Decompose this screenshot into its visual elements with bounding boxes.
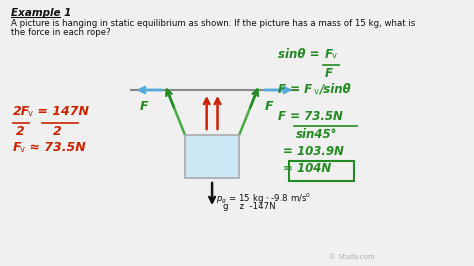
Text: F: F: [325, 48, 333, 61]
Text: /sinθ: /sinθ: [319, 83, 351, 96]
Text: F = 73.5N: F = 73.5N: [278, 110, 343, 123]
Text: F = F: F = F: [278, 83, 312, 96]
Text: ≈ 104N: ≈ 104N: [283, 162, 332, 175]
Text: F: F: [140, 100, 148, 113]
Text: v: v: [203, 141, 207, 147]
Text: F: F: [264, 100, 273, 113]
Text: F: F: [210, 135, 217, 145]
Text: v: v: [20, 145, 25, 154]
Text: g    z  -147N: g z -147N: [223, 202, 275, 211]
Text: Example 1: Example 1: [11, 8, 71, 18]
Text: sin45°: sin45°: [296, 128, 337, 141]
Text: 2: 2: [53, 125, 62, 138]
Text: = 103.9N: = 103.9N: [283, 145, 344, 158]
Text: F: F: [13, 141, 21, 154]
Text: © Study.com: © Study.com: [329, 253, 375, 260]
Text: $p_g$ = 15 kg $\cdot$ -9.8 m/s$^{0}$: $p_g$ = 15 kg $\cdot$ -9.8 m/s$^{0}$: [216, 192, 311, 206]
Text: A picture is hanging in static equilibrium as shown. If the picture has a mass o: A picture is hanging in static equilibri…: [11, 19, 415, 28]
Text: F: F: [325, 67, 333, 80]
Text: v: v: [314, 87, 319, 96]
Text: sinθ =: sinθ =: [278, 48, 324, 61]
Text: = 147N: = 147N: [33, 105, 90, 118]
Text: ≈ 73.5N: ≈ 73.5N: [25, 141, 86, 154]
Text: F: F: [196, 135, 202, 145]
Text: v: v: [218, 141, 222, 147]
Bar: [185, 135, 239, 178]
Text: 2: 2: [16, 125, 25, 138]
Bar: [289, 161, 354, 181]
Text: v: v: [28, 109, 33, 118]
Text: 2F: 2F: [13, 105, 30, 118]
Text: v: v: [332, 51, 337, 60]
Text: the force in each rope?: the force in each rope?: [11, 28, 110, 37]
